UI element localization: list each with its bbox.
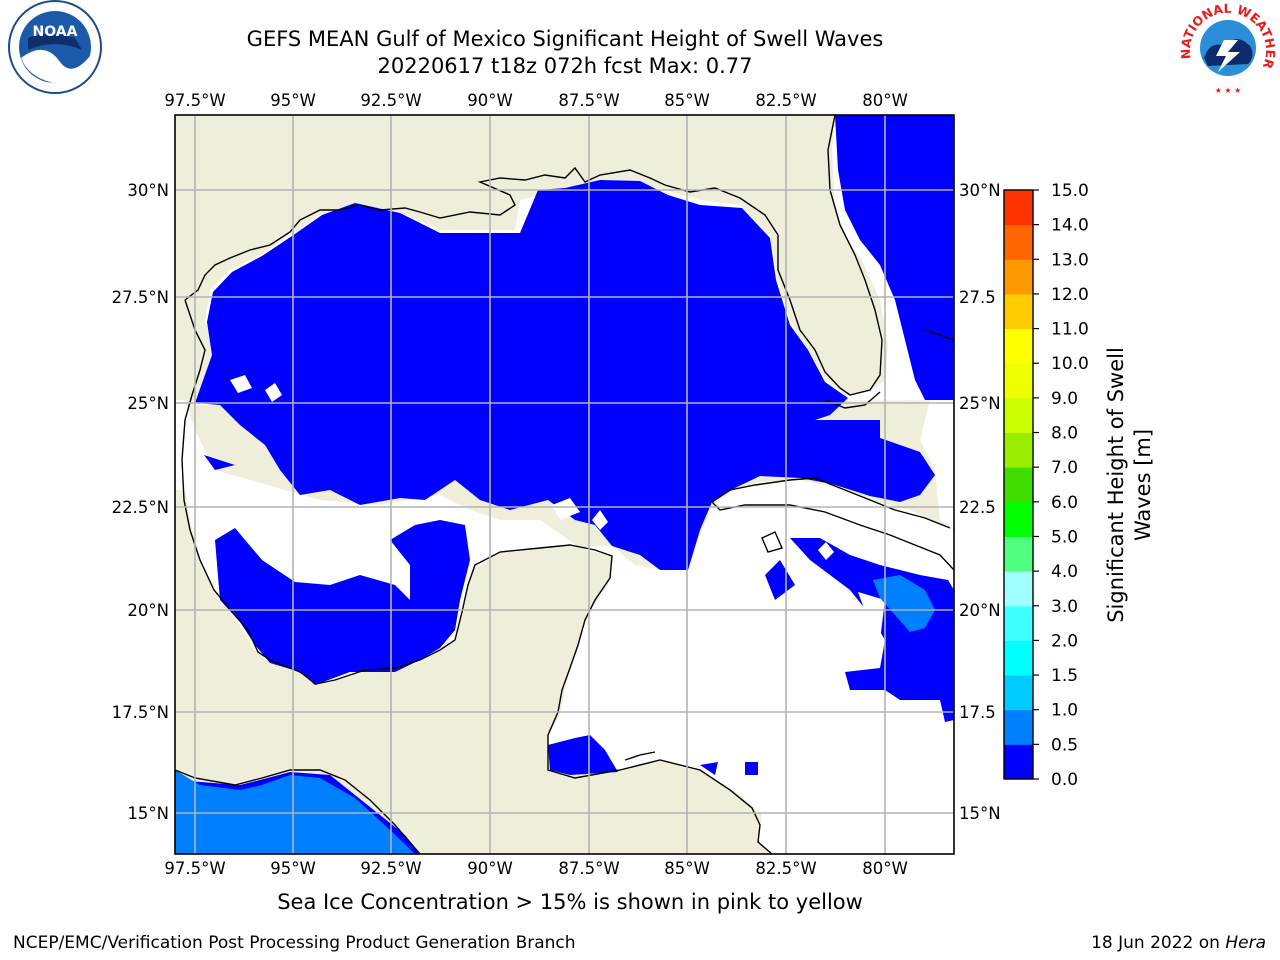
colorbar-segment <box>1004 190 1033 226</box>
colorbar-segment <box>1004 432 1033 468</box>
lat-label: 30°N <box>959 181 1001 200</box>
colorbar-tick-label: 0.0 <box>1051 770 1078 790</box>
lon-label: 97.5°W <box>164 91 225 110</box>
pacific-swell <box>175 770 415 854</box>
colorbar-tick-label: 12.0 <box>1051 285 1089 305</box>
lat-label: 22.5 <box>959 498 996 517</box>
colorbar-segment <box>1004 293 1033 330</box>
noaa-logo-text: NOAA <box>33 24 78 40</box>
map-frame <box>174 114 955 855</box>
colorbar-tick-label: 5.0 <box>1051 527 1078 547</box>
colorbar-tick-label: 4.0 <box>1051 562 1078 582</box>
lon-label: 90°W <box>467 91 513 110</box>
svg-text:★ ★ ★: ★ ★ ★ <box>1215 86 1242 95</box>
colorbar-tick-label: 15.0 <box>1051 181 1089 201</box>
colorbar-tick-label: 8.0 <box>1051 424 1078 444</box>
footer-date: 18 Jun 2022 on Hera <box>1091 933 1266 953</box>
colorbar-segment <box>1004 744 1033 780</box>
colorbar-tick-label: 7.0 <box>1051 458 1078 478</box>
colorbar-segment <box>1004 397 1033 434</box>
lat-labels-right: 30°N 27.5 25°N 22.5 20°N 17.5 15°N <box>959 181 1001 823</box>
caption: Sea Ice Concentration > 15% is shown in … <box>277 890 863 914</box>
lat-labels-left: 30°N 27.5°N 25°N 22.5°N 20°N 17.5°N 15°N <box>112 181 169 823</box>
lon-label: 80°W <box>862 91 908 110</box>
lon-label: 92.5°W <box>360 91 421 110</box>
lon-label: 85°W <box>664 91 710 110</box>
lat-label: 20°N <box>127 601 169 620</box>
map-title: GEFS MEAN Gulf of Mexico Significant Hei… <box>246 27 884 51</box>
lon-label: 87.5°W <box>558 91 619 110</box>
colorbar-segment <box>1004 224 1033 260</box>
colorbar-segment <box>1004 259 1033 295</box>
colorbar-tick-label: 14.0 <box>1051 216 1089 236</box>
lon-label: 90°W <box>467 859 513 878</box>
lat-label: 27.5 <box>959 288 996 307</box>
colorbar-segment <box>1004 605 1033 641</box>
colorbar-tick-label: 9.0 <box>1051 389 1078 409</box>
coastline <box>175 115 954 854</box>
colorbar-segment <box>1004 501 1033 537</box>
colorbar-tick-label: 1.0 <box>1051 701 1078 721</box>
swell-field-mid <box>873 575 935 632</box>
nws-ring-text: NATIONAL WEATHER SERVICE <box>0 0 1278 71</box>
colorbar-segment <box>1004 640 1033 676</box>
colorbar-segment <box>1004 675 1033 711</box>
lat-label: 22.5°N <box>112 498 169 517</box>
colorbar-segment <box>1004 709 1033 745</box>
colorbar-tick-label: 1.5 <box>1051 666 1078 686</box>
footer-host: Hera <box>1225 933 1266 953</box>
lon-labels-top: 97.5°W 95°W 92.5°W 90°W 87.5°W 85°W 82.5… <box>164 91 907 110</box>
colorbar-tick-label: 3.0 <box>1051 597 1078 617</box>
colorbar-tick-label: 0.5 <box>1051 735 1078 755</box>
swell-field-gaps <box>230 375 885 640</box>
lon-label: 87.5°W <box>558 859 619 878</box>
map-area <box>175 115 954 854</box>
lat-label: 30°N <box>127 181 169 200</box>
colorbar-frame <box>1003 189 1034 780</box>
map-subtitle: 20220617 t18z 072h fcst Max: 0.77 <box>377 54 753 78</box>
noaa-logo: NOAA <box>8 0 102 94</box>
footer-credit: NCEP/EMC/Verification Post Processing Pr… <box>13 933 576 953</box>
lat-label: 15°N <box>959 804 1001 823</box>
lat-label: 27.5°N <box>112 288 169 307</box>
lat-label: 17.5°N <box>112 703 169 722</box>
lon-label: 92.5°W <box>360 859 421 878</box>
colorbar-segment <box>1004 328 1033 364</box>
lat-label: 20°N <box>959 601 1001 620</box>
colorbar-tick-label: 6.0 <box>1051 493 1078 513</box>
graticule <box>175 115 954 854</box>
lat-label: 25°N <box>959 394 1001 413</box>
colorbar-label-line2: Waves [m] <box>1131 429 1155 541</box>
lon-labels-bottom: 97.5°W 95°W 92.5°W 90°W 87.5°W 85°W 82.5… <box>164 859 907 878</box>
colorbar-tick-label: 10.0 <box>1051 354 1089 374</box>
lon-label: 85°W <box>664 859 710 878</box>
colorbar-tick-label: 11.0 <box>1051 320 1089 340</box>
lat-label: 17.5 <box>959 703 996 722</box>
lon-label: 82.5°W <box>755 859 816 878</box>
lon-label: 80°W <box>862 859 908 878</box>
colorbar-label-line1: Significant Height of Swell <box>1104 347 1128 623</box>
nws-logo: NATIONAL WEATHER SERVICE ★ ★ ★ <box>0 0 1278 95</box>
lon-label: 97.5°W <box>164 859 225 878</box>
colorbar-segment <box>1004 571 1033 607</box>
lat-label: 15°N <box>127 804 169 823</box>
colorbar-ticks: 0.0 0.5 1.0 1.5 2.0 3.0 4.0 5.0 6.0 7.0 8.0 9.0 10.0… <box>1033 181 1089 790</box>
colorbar-tick-label: 13.0 <box>1051 250 1089 270</box>
lon-label: 95°W <box>270 859 316 878</box>
colorbar-segment <box>1004 536 1033 572</box>
colorbar-segment <box>1004 363 1033 399</box>
lat-label: 25°N <box>127 394 169 413</box>
footer-date-text: 18 Jun 2022 on <box>1091 933 1226 953</box>
colorbar-segment <box>1004 467 1033 503</box>
colorbar <box>1003 189 1034 780</box>
lon-label: 95°W <box>270 91 316 110</box>
lon-label: 82.5°W <box>755 91 816 110</box>
colorbar-tick-label: 2.0 <box>1051 631 1078 651</box>
